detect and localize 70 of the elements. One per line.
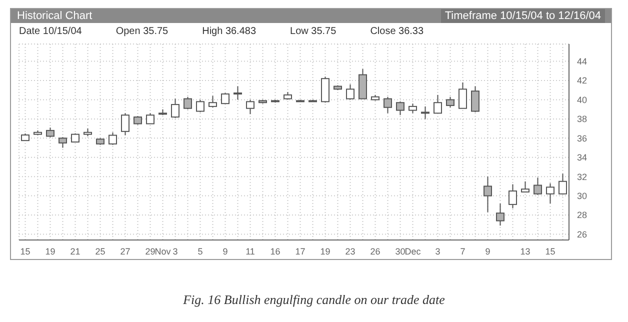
text: High 36.483: [202, 26, 256, 39]
candlestick: [321, 76, 330, 104]
candlestick: [408, 103, 417, 114]
candlestick: [121, 112, 130, 136]
candlestick: [546, 182, 554, 204]
x-tick-label: 3: [172, 246, 178, 256]
candlestick: [108, 132, 117, 146]
y-tick-label: 40: [577, 94, 588, 105]
candlestick: [484, 176, 492, 213]
candlestick: [534, 177, 542, 196]
y-tick-label: 26: [577, 229, 588, 240]
candlestick: [184, 96, 192, 110]
candlestick: [508, 184, 517, 209]
candlestick: [58, 136, 67, 148]
x-tick-label: 9: [222, 246, 228, 256]
candlestick: [384, 96, 392, 114]
x-tick-label: Dec: [404, 246, 422, 256]
x-tick-label: 21: [70, 246, 80, 256]
candlestick: [196, 99, 204, 113]
candlestick: [346, 84, 354, 100]
x-tick-label: 19: [45, 246, 56, 256]
candlestick: [558, 173, 567, 194]
text: Date 10/15/04: [19, 26, 82, 39]
y-tick-label: 34: [577, 152, 588, 163]
x-tick-label: 15: [20, 246, 30, 256]
candlestick: [421, 106, 430, 120]
x-tick-label: 30: [395, 246, 406, 256]
candlestick: [171, 98, 180, 118]
x-tick-label: 29: [145, 246, 156, 256]
y-tick-label: 30: [577, 191, 588, 201]
candlestick: [146, 112, 154, 124]
y-tick-label: 36: [577, 133, 588, 144]
x-tick-label: 9: [485, 246, 490, 256]
text: Low 35.75: [290, 26, 336, 39]
candlestick: [521, 180, 530, 192]
caption: Fig. 16 Bullish engulfing candle on our trade date: [182, 292, 446, 308]
candlestick: [246, 99, 254, 115]
y-tick-label: 42: [577, 76, 588, 86]
chart-title: Historical Chart: [17, 9, 92, 23]
x-tick-label: 16: [270, 246, 280, 256]
x-tick-label: 13: [520, 246, 530, 256]
x-tick-label: 3: [435, 246, 440, 256]
x-tick-label: 27: [120, 246, 130, 256]
candlestick: [458, 82, 467, 109]
candlestick: [396, 101, 404, 116]
x-tick-label: Nov: [154, 246, 172, 256]
y-tick-label: 28: [577, 210, 588, 220]
candlestick: [46, 127, 54, 138]
candlestick: [446, 96, 454, 108]
text: Open 35.75: [116, 26, 168, 39]
candlestick: [234, 86, 242, 100]
x-tick-label: 17: [295, 246, 306, 256]
candlestick: [496, 202, 504, 226]
x-tick-label: 26: [370, 246, 380, 256]
x-tick-label: 23: [345, 246, 356, 256]
y-tick-label: 38: [577, 114, 588, 124]
x-tick-label: 7: [460, 246, 466, 256]
candlestick: [434, 94, 442, 114]
y-tick-label: 44: [577, 56, 588, 66]
x-tick-label: 19: [320, 246, 330, 256]
candlestick: [208, 95, 217, 108]
x-tick-label: 25: [95, 246, 106, 256]
text: Close 36.33: [370, 26, 424, 39]
x-tick-label: 5: [198, 246, 203, 256]
candlestick: [471, 86, 480, 113]
x-tick-label: 11: [246, 246, 255, 256]
candlestick: [221, 92, 230, 104]
chart-subtitle: Timeframe 10/15/04 to 12/16/04: [440, 9, 605, 23]
x-tick-label: 15: [545, 246, 556, 256]
y-tick-label: 32: [577, 172, 588, 182]
